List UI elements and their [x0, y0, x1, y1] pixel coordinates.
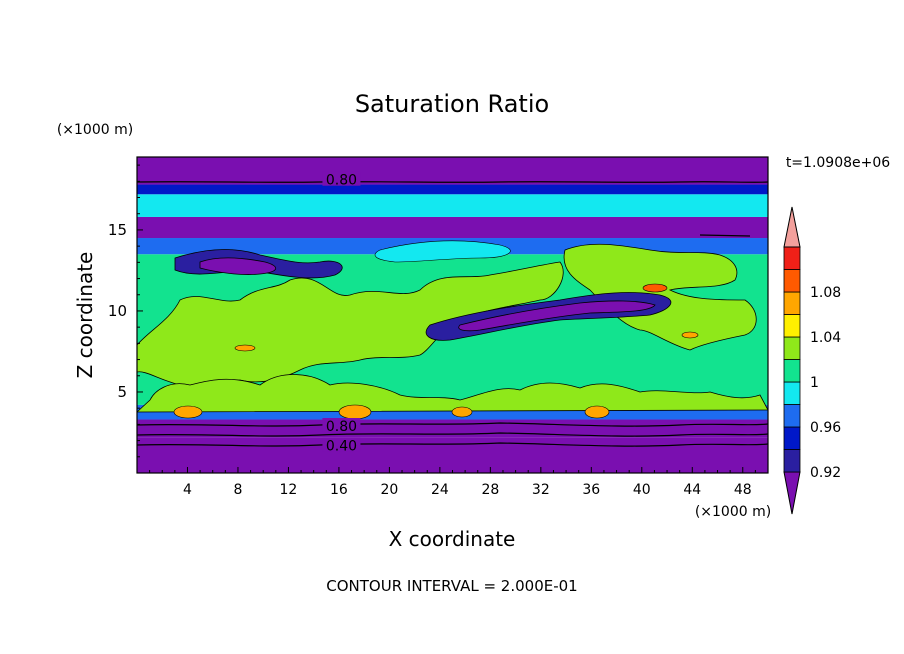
colorbar-tick-label: 0.92 — [810, 465, 841, 481]
colorbar-box — [783, 291, 801, 315]
x-tick-label: 32 — [532, 482, 550, 498]
colorbar-box — [783, 269, 801, 293]
feature-green-lower-left — [137, 374, 768, 413]
color-band-0 — [137, 437, 768, 473]
feature-purple-streak — [458, 300, 656, 332]
color-band-6 — [137, 194, 768, 217]
colorbar-box — [783, 381, 801, 405]
feature-cyan-mid — [374, 240, 511, 263]
feature-purple-upper — [199, 257, 277, 275]
warm-spot — [681, 331, 699, 339]
warm-spot — [338, 404, 372, 420]
contour-label: 0.80 — [326, 419, 357, 435]
x-tick-label: 16 — [330, 482, 348, 498]
contour-features — [137, 181, 768, 447]
x-tick-label: 40 — [633, 482, 651, 498]
colorbar-box — [783, 336, 801, 360]
colorbar-tick-label: 1.04 — [810, 330, 841, 346]
x-tick-label: 28 — [481, 482, 499, 498]
x-axis-label: X coordinate — [389, 527, 516, 551]
x-tick-label: 24 — [431, 482, 449, 498]
contour-label-bg — [322, 171, 361, 186]
colorbar-box — [783, 449, 801, 473]
color-band-1 — [137, 419, 768, 438]
colorbar-tick-label: 0.96 — [810, 420, 841, 436]
contour-line — [137, 181, 768, 183]
contour-label: 0.40 — [326, 438, 357, 454]
x-ticks: 4 8 12 16 20 24 28 32 36 40 44 48 — [149, 467, 756, 498]
colorbar-box — [783, 359, 801, 383]
x-tick-label: 20 — [380, 482, 398, 498]
x-tick-label: 12 — [280, 482, 298, 498]
plot-area: 0.80 0.80 0.40 — [137, 157, 768, 473]
x-tick-label: 4 — [183, 482, 192, 498]
contour-label-bg — [322, 418, 361, 433]
colorbar-max-arrow — [783, 206, 801, 248]
colorbar-tick-label: 1 — [810, 375, 819, 391]
x-unit-label: (×1000 m) — [695, 504, 771, 520]
y-tick-label: 10 — [108, 302, 127, 320]
chart-title: Saturation Ratio — [355, 90, 549, 118]
contour-line — [137, 432, 768, 437]
time-label: t=1.0908e+06 — [786, 155, 890, 171]
x-tick-label: 44 — [683, 482, 701, 498]
colorbar-box — [783, 246, 801, 270]
contour-labels: 0.80 0.80 0.40 — [322, 171, 361, 454]
colorbar-tick-label: 1.08 — [810, 285, 841, 301]
warm-spot — [173, 405, 203, 419]
y-tick-label: 5 — [117, 383, 127, 401]
contour-line — [137, 442, 768, 447]
y-axis-label: Z coordinate — [73, 252, 97, 379]
warm-spot — [234, 344, 256, 352]
contour-line — [699, 234, 751, 237]
color-band-7 — [137, 184, 768, 195]
color-band-8 — [137, 157, 768, 185]
colorbar-box — [783, 404, 801, 428]
x-tick-label: 8 — [233, 482, 242, 498]
contour-interval-footer: CONTOUR INTERVAL = 2.000E-01 — [326, 577, 577, 595]
colorbar-min-arrow — [783, 471, 801, 515]
contour-label-bg — [322, 437, 361, 452]
x-tick-label: 36 — [582, 482, 600, 498]
x-tick-label: 48 — [734, 482, 752, 498]
contour-label: 0.80 — [326, 173, 357, 189]
color-band-5 — [137, 216, 768, 239]
warm-spot — [584, 405, 610, 419]
colorbar: 0.92 0.96 1 1.04 1.08 — [783, 206, 841, 515]
y-tick-label: 15 — [108, 221, 127, 239]
colorbar-box — [783, 426, 801, 450]
colorbar-box — [783, 314, 801, 338]
contour-line — [137, 422, 768, 427]
y-unit-label: (×1000 m) — [57, 122, 133, 138]
y-ticks: 5 10 15 — [108, 164, 143, 458]
warm-spot — [642, 283, 668, 293]
warm-spot — [451, 406, 473, 418]
